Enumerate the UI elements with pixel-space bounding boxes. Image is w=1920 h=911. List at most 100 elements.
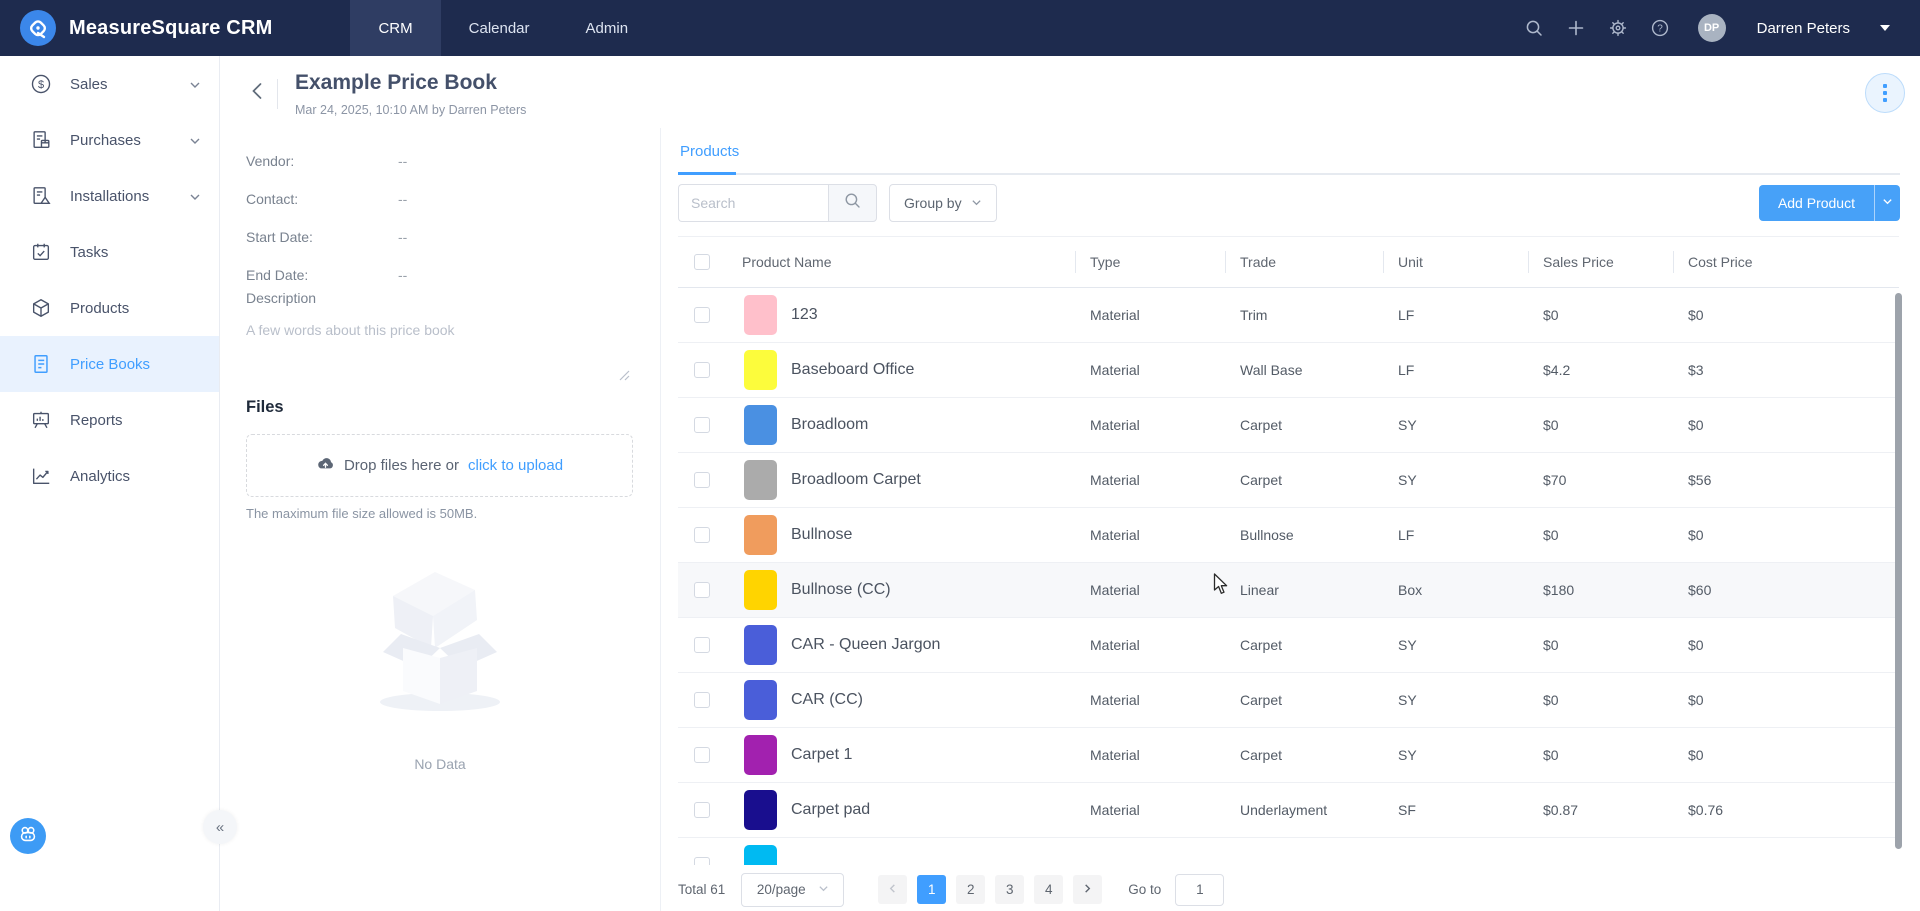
tab-products[interactable]: Products bbox=[678, 128, 741, 175]
partial-row-clip bbox=[678, 838, 1899, 865]
group-by-dropdown[interactable]: Group by bbox=[889, 184, 997, 222]
svg-text:?: ? bbox=[1657, 24, 1663, 35]
product-trade: Carpet bbox=[1240, 692, 1283, 708]
product-name-cell: Baseboard Office bbox=[728, 350, 1075, 390]
sidebar-collapse-button[interactable]: « bbox=[203, 810, 237, 844]
avatar[interactable]: DP bbox=[1697, 14, 1726, 42]
product-name[interactable]: Carpet 1 bbox=[791, 746, 853, 763]
sidebar-item-price-books[interactable]: Price Books bbox=[0, 336, 219, 392]
row-checkbox[interactable] bbox=[694, 747, 710, 763]
row-checkbox[interactable] bbox=[694, 417, 710, 433]
table-row[interactable]: 123 Material Trim LF $0 $0 bbox=[678, 288, 1899, 343]
field-value[interactable]: -- bbox=[398, 153, 408, 169]
table-row[interactable]: CAR (CC) Material Carpet SY $0 $0 bbox=[678, 673, 1899, 728]
product-name[interactable]: Bullnose (CC) bbox=[791, 581, 891, 598]
help-icon[interactable]: ? bbox=[1650, 18, 1670, 38]
field-value[interactable]: -- bbox=[398, 191, 408, 207]
column-header-sales-price[interactable]: Sales Price bbox=[1528, 250, 1673, 274]
row-checkbox[interactable] bbox=[694, 857, 710, 865]
goto-label: Go to bbox=[1128, 882, 1162, 897]
add-icon[interactable] bbox=[1566, 18, 1586, 38]
back-arrow-icon[interactable] bbox=[247, 80, 269, 102]
product-name[interactable]: Baseboard Office bbox=[791, 361, 915, 378]
table-row[interactable]: Baseboard Office Material Wall Base LF $… bbox=[678, 343, 1899, 398]
measuresquare-logo-icon bbox=[20, 10, 56, 46]
column-header-cost-price[interactable]: Cost Price bbox=[1673, 250, 1899, 274]
table-row[interactable]: Carpet 1 Material Carpet SY $0 $0 bbox=[678, 728, 1899, 783]
search-icon[interactable] bbox=[1524, 18, 1544, 38]
table-row[interactable]: Bullnose Material Bullnose LF $0 $0 bbox=[678, 508, 1899, 563]
click-to-upload-link[interactable]: click to upload bbox=[468, 457, 564, 474]
select-all-checkbox[interactable] bbox=[694, 254, 710, 270]
table-row[interactable]: Broadloom Carpet Material Carpet SY $70 … bbox=[678, 453, 1899, 508]
prev-page-button[interactable] bbox=[878, 875, 908, 904]
product-name[interactable]: Carpet pad bbox=[791, 801, 871, 818]
row-checkbox[interactable] bbox=[694, 527, 710, 543]
product-name[interactable]: 123 bbox=[791, 306, 818, 323]
page-button-1[interactable]: 1 bbox=[917, 875, 947, 904]
header-cell-checkbox bbox=[678, 254, 728, 270]
more-actions-button[interactable] bbox=[1865, 73, 1905, 113]
goto-page-input[interactable] bbox=[1175, 873, 1225, 906]
gear-icon[interactable] bbox=[1608, 18, 1628, 38]
row-checkbox[interactable] bbox=[694, 362, 710, 378]
table-row[interactable]: Carpet pad Material Underlayment SF $0.8… bbox=[678, 783, 1899, 838]
next-page-button[interactable] bbox=[1073, 875, 1103, 904]
nav-tab-calendar[interactable]: Calendar bbox=[468, 19, 530, 37]
field-value[interactable]: -- bbox=[398, 229, 408, 245]
column-header-product-name[interactable]: Product Name bbox=[742, 254, 832, 270]
resize-handle-icon[interactable] bbox=[619, 368, 630, 386]
product-color-swatch bbox=[744, 460, 777, 500]
file-dropzone[interactable]: Drop files here or click to upload bbox=[246, 434, 633, 497]
sidebar-item-reports[interactable]: Reports bbox=[0, 392, 219, 448]
product-sales-price: $0 bbox=[1543, 417, 1559, 433]
row-checkbox[interactable] bbox=[694, 307, 710, 323]
product-sales-price: $0 bbox=[1543, 637, 1559, 653]
column-header-trade[interactable]: Trade bbox=[1225, 250, 1383, 274]
vertical-scrollbar[interactable] bbox=[1895, 293, 1902, 849]
search-input[interactable] bbox=[678, 184, 828, 222]
page-button-3[interactable]: 3 bbox=[995, 875, 1025, 904]
add-product-button[interactable]: Add Product bbox=[1758, 185, 1874, 221]
product-name[interactable]: Bullnose bbox=[791, 526, 853, 543]
nav-tab-crm[interactable]: CRM bbox=[350, 0, 441, 56]
add-product-menu-button[interactable] bbox=[1874, 185, 1900, 221]
sidebar: $ Sales Purchases bbox=[0, 56, 220, 911]
row-checkbox[interactable] bbox=[694, 472, 710, 488]
table-row[interactable]: CAR - Queen Jargon Material Carpet SY $0… bbox=[678, 618, 1899, 673]
field-value[interactable]: -- bbox=[398, 267, 408, 283]
empty-box-illustration bbox=[355, 556, 525, 721]
product-name[interactable]: Broadloom bbox=[791, 416, 869, 433]
product-name[interactable]: Broadloom Carpet bbox=[791, 471, 921, 488]
column-header-unit[interactable]: Unit bbox=[1383, 250, 1528, 274]
page-size-select[interactable]: 20/page bbox=[741, 872, 845, 907]
support-chat-button[interactable] bbox=[10, 818, 46, 854]
sidebar-item-analytics[interactable]: Analytics bbox=[0, 448, 219, 504]
page-button-4[interactable]: 4 bbox=[1034, 875, 1064, 904]
search-button[interactable] bbox=[828, 184, 877, 222]
table-row[interactable]: Bullnose (CC) Material Linear Box $180 $… bbox=[678, 563, 1899, 618]
row-checkbox[interactable] bbox=[694, 692, 710, 708]
sidebar-item-tasks[interactable]: Tasks bbox=[0, 224, 219, 280]
topbar-right: ? DP Darren Peters bbox=[1524, 14, 1920, 42]
table-row[interactable] bbox=[678, 838, 1899, 865]
sidebar-item-products[interactable]: Products bbox=[0, 280, 219, 336]
sidebar-item-sales[interactable]: $ Sales bbox=[0, 56, 219, 112]
product-name[interactable]: CAR (CC) bbox=[791, 691, 863, 708]
sidebar-item-purchases[interactable]: Purchases bbox=[0, 112, 219, 168]
table-row[interactable]: Broadloom Material Carpet SY $0 $0 bbox=[678, 398, 1899, 453]
user-menu[interactable]: Darren Peters bbox=[1756, 19, 1850, 37]
row-checkbox[interactable] bbox=[694, 582, 710, 598]
description-textarea[interactable]: A few words about this price book bbox=[246, 316, 634, 388]
product-name[interactable]: CAR - Queen Jargon bbox=[791, 636, 941, 653]
nav-tab-admin[interactable]: Admin bbox=[585, 19, 629, 37]
column-header-type[interactable]: Type bbox=[1075, 250, 1225, 274]
row-checkbox[interactable] bbox=[694, 637, 710, 653]
sidebar-item-installations[interactable]: Installations bbox=[0, 168, 219, 224]
row-checkbox[interactable] bbox=[694, 802, 710, 818]
user-menu-caret-icon[interactable] bbox=[1880, 25, 1890, 31]
product-color-swatch bbox=[744, 570, 777, 610]
partial-row-swatch bbox=[744, 845, 777, 865]
field-contact: Contact: -- bbox=[246, 180, 634, 218]
page-button-2[interactable]: 2 bbox=[956, 875, 986, 904]
